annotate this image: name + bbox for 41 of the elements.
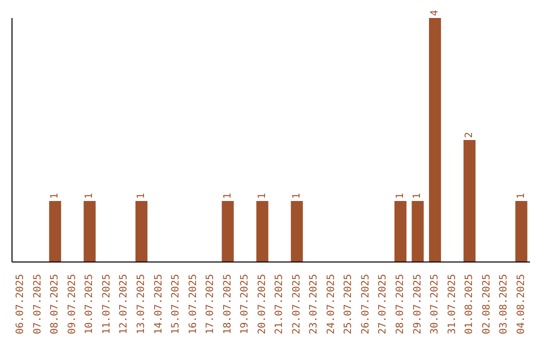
x-tick-label: 06.07.2025 — [15, 274, 26, 334]
x-tick-label: 17.07.2025 — [205, 274, 216, 334]
data-label: 1 — [394, 192, 406, 199]
x-tick-label: 04.08.2025 — [516, 274, 527, 334]
x-tick-label: 15.07.2025 — [170, 274, 182, 334]
x-tick-label: 29.07.2025 — [412, 274, 424, 334]
x-tick-label: 13.07.2025 — [136, 274, 147, 334]
x-tick-label: 21.07.2025 — [274, 274, 286, 334]
x-tick-label: 28.07.2025 — [395, 274, 406, 334]
data-label: 1 — [136, 192, 147, 199]
x-tick-label: 25.07.2025 — [343, 274, 354, 334]
x-tick-label: 20.07.2025 — [256, 274, 268, 334]
x-tick-label: 31.07.2025 — [446, 274, 458, 334]
data-label: 1 — [50, 192, 61, 199]
x-tick-label: 10.07.2025 — [84, 274, 96, 334]
x-tick-label: 11.07.2025 — [101, 274, 112, 334]
data-label: 1 — [291, 192, 302, 199]
x-tick-label: 07.07.2025 — [32, 274, 44, 334]
x-tick-label: 14.07.2025 — [153, 274, 164, 334]
data-label: 1 — [412, 192, 424, 199]
x-tick-label: 26.07.2025 — [360, 274, 372, 334]
x-tick-label: 16.07.2025 — [188, 274, 199, 334]
x-tick-label: 27.07.2025 — [378, 274, 389, 334]
x-tick-label: 22.07.2025 — [291, 274, 302, 334]
x-tick-label: 24.07.2025 — [326, 274, 337, 334]
data-label: 2 — [464, 132, 476, 138]
x-tick-label: 09.07.2025 — [66, 274, 78, 334]
data-label: 1 — [222, 192, 234, 199]
x-tick-label: 12.07.2025 — [118, 274, 130, 334]
x-tick-label: 08.07.2025 — [50, 274, 61, 334]
x-tick-label: 19.07.2025 — [240, 274, 251, 334]
data-label: 1 — [256, 192, 268, 199]
x-tick-label: 18.07.2025 — [222, 274, 234, 334]
data-label: 1 — [516, 192, 527, 199]
x-tick-label: 01.08.2025 — [464, 274, 476, 334]
x-tick-label: 03.08.2025 — [498, 274, 510, 334]
data-label: 4 — [429, 10, 440, 16]
x-tick-label: 23.07.2025 — [308, 274, 320, 334]
data-label: 1 — [84, 192, 96, 199]
x-tick-label: 02.08.2025 — [481, 274, 492, 334]
x-tick-label: 30.07.2025 — [430, 274, 441, 334]
